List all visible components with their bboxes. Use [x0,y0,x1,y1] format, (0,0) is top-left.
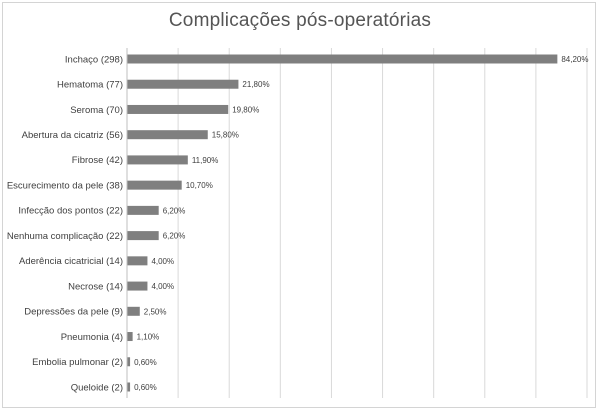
category-label: Seroma (70) [70,105,123,116]
category-label: Fibrose (42) [72,155,123,166]
data-label: 4,00% [151,257,174,266]
category-label: Necrose (14) [68,281,123,292]
data-label: 21,80% [242,80,269,89]
data-label: 6,20% [163,232,186,241]
category-label: Queloide (2) [71,382,123,393]
data-label: 15,80% [212,131,239,140]
bar [127,332,133,342]
category-label: Inchaço (298) [65,54,123,65]
chart-title: Complicações pós-operatórias [168,10,432,31]
bar [127,155,188,165]
bar [127,256,148,266]
bar [127,205,159,215]
data-label: 0,60% [134,383,157,392]
bar [127,306,140,316]
data-label: 4,00% [151,282,174,291]
category-label: Aderência cicatricial (14) [19,256,123,267]
data-label: 11,90% [192,156,219,165]
category-label: Nenhuma complicação (22) [7,231,123,242]
category-label: Pneumonia (4) [61,332,123,343]
bar [127,357,131,367]
category-label: Hematoma (77) [57,80,123,91]
data-label: 19,80% [232,105,259,114]
data-label: 84,20% [561,55,588,64]
bar [127,382,131,392]
bar [127,281,148,291]
chart-frame [2,2,596,408]
data-label: 6,20% [163,206,186,215]
category-label: Abertura da cicatriz (56) [22,130,123,141]
category-label: Embolia pulmonar (2) [32,357,123,368]
bar [127,54,558,64]
data-label: 0,60% [134,358,157,367]
bar [127,130,208,140]
bar [127,180,182,190]
data-label: 2,50% [144,307,167,316]
data-label: 1,10% [137,333,160,342]
bar [127,104,229,114]
category-label: Depressões da pele (9) [24,307,123,318]
bar [127,231,159,241]
category-label: Infecção dos pontos (22) [18,206,123,217]
bar [127,79,239,89]
category-label: Escurecimento da pele (38) [7,180,123,191]
data-label: 10,70% [186,181,213,190]
